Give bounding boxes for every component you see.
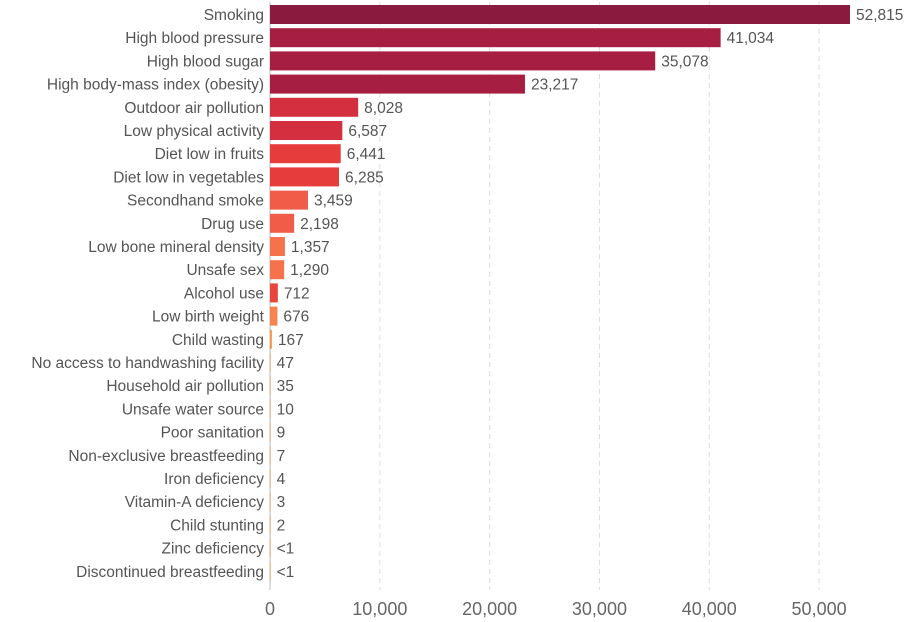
bar [270, 237, 285, 256]
category-labels: Smoking High blood pressure High blood sug… [31, 7, 264, 581]
category-label: Zinc deficiency [161, 541, 264, 558]
category-label: Smoking [204, 7, 264, 24]
x-tick-label: 30,000 [572, 599, 627, 619]
bar [270, 399, 271, 419]
bar [270, 376, 271, 396]
value-label: 10 [277, 401, 295, 418]
x-tick-label: 20,000 [462, 599, 517, 619]
value-label: 9 [277, 425, 286, 442]
value-label: <1 [277, 564, 295, 581]
bar [270, 306, 278, 326]
value-label: 676 [283, 309, 309, 326]
category-label: Secondhand smoke [127, 193, 264, 210]
value-label: 167 [278, 332, 304, 349]
bar [270, 144, 341, 164]
value-label: 1,290 [290, 262, 329, 279]
value-label: 47 [277, 355, 294, 372]
category-label: Unsafe sex [186, 262, 264, 279]
value-label: 8,028 [364, 100, 403, 117]
bar [270, 515, 271, 535]
bar [270, 190, 308, 210]
x-tick-label: 0 [265, 599, 275, 619]
category-label: Unsafe water source [122, 401, 264, 418]
value-label: 4 [277, 471, 286, 488]
bar [270, 329, 272, 349]
category-label: Drug use [201, 216, 264, 233]
category-label: No access to handwashing facility [31, 355, 264, 372]
bar [270, 97, 359, 117]
bars [270, 5, 850, 581]
bar [270, 121, 343, 140]
value-label: 6,441 [347, 146, 386, 163]
value-label: 6,587 [348, 123, 387, 140]
bar [270, 213, 295, 233]
bar [270, 167, 340, 187]
bar [270, 469, 271, 488]
category-label: Diet low in vegetables [113, 169, 264, 186]
category-label: High blood pressure [125, 30, 264, 47]
value-label: 2 [277, 517, 286, 534]
bar [270, 422, 271, 442]
category-label: Low birth weight [152, 309, 265, 326]
category-label: Alcohol use [184, 285, 264, 302]
bar [270, 28, 721, 48]
value-label: 52,815 [856, 7, 903, 24]
bar [270, 538, 271, 558]
category-label: Child wasting [172, 332, 264, 349]
bar [270, 51, 656, 71]
value-label: 41,034 [727, 30, 775, 47]
category-label: Poor sanitation [161, 425, 264, 442]
value-label: 6,285 [345, 169, 384, 186]
x-tick-label: 40,000 [682, 599, 737, 619]
bar [270, 492, 271, 512]
category-label: Low bone mineral density [88, 239, 264, 256]
value-label: 3,459 [314, 193, 353, 210]
bar [270, 74, 525, 94]
bar [270, 260, 285, 280]
category-label: High blood sugar [147, 53, 264, 70]
category-label: Iron deficiency [164, 471, 264, 488]
category-label: Child stunting [170, 517, 264, 534]
category-label: Non-exclusive breastfeeding [68, 448, 264, 465]
value-label: <1 [277, 541, 295, 558]
bar [270, 445, 271, 465]
x-tick-label: 10,000 [352, 599, 407, 619]
bar [270, 283, 278, 303]
bar [270, 561, 271, 581]
category-label: Outdoor air pollution [124, 100, 264, 117]
value-label: 2,198 [300, 216, 339, 233]
x-tick-label: 50,000 [792, 599, 847, 619]
bar [270, 5, 850, 24]
category-label: Discontinued breastfeeding [76, 564, 264, 581]
category-label: Vitamin-A deficiency [125, 494, 265, 511]
value-labels: 52,815 41,034 35,078 23,217 8,028 6,587 6,441 6… [277, 7, 904, 581]
category-label: High body-mass index (obesity) [47, 77, 264, 94]
value-label: 712 [284, 285, 310, 302]
category-label: Low physical activity [124, 123, 265, 140]
value-label: 23,217 [531, 77, 578, 94]
value-label: 1,357 [291, 239, 330, 256]
value-label: 3 [277, 494, 286, 511]
value-label: 7 [277, 448, 286, 465]
bar [270, 353, 271, 372]
value-label: 35 [277, 378, 294, 395]
x-axis-ticks: 0 10,000 20,000 30,000 40,000 50,000 [265, 599, 847, 619]
value-label: 35,078 [661, 53, 708, 70]
category-label: Household air pollution [106, 378, 264, 395]
category-label: Diet low in fruits [155, 146, 265, 163]
